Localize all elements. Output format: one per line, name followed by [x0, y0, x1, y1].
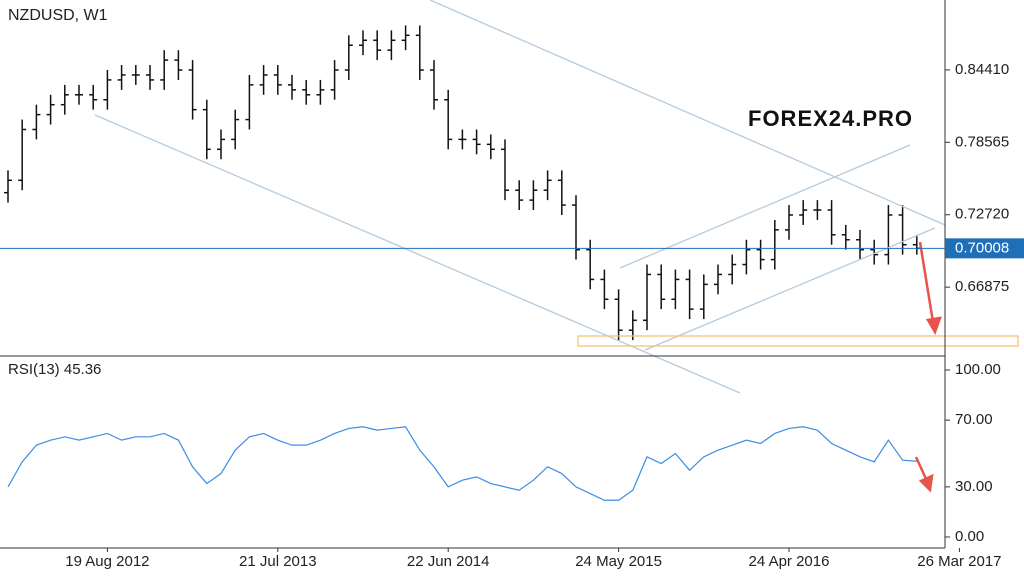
indicator-label: RSI(13) 45.36 — [8, 361, 101, 378]
y-tick-label: 0.72720 — [955, 206, 1009, 223]
current-price-box — [945, 238, 1024, 259]
y-tick-label: 0.66875 — [955, 278, 1009, 295]
arrow-head — [926, 316, 942, 335]
y-tick-label: 100.00 — [955, 361, 1001, 378]
y-tick-label: 0.00 — [955, 528, 984, 545]
rsi-line — [7, 426, 917, 501]
y-tick-label: 70.00 — [955, 411, 993, 428]
trendline — [94, 114, 741, 394]
x-tick-label: 24 May 2015 — [575, 553, 662, 570]
x-tick-label: 21 Jul 2013 — [239, 553, 317, 570]
indicator-value: 45.36 — [64, 361, 102, 378]
chart-title: NZDUSD, W1 — [8, 7, 108, 24]
arrow — [914, 456, 929, 482]
watermark: FOREX24.PRO — [748, 106, 913, 131]
trendline — [429, 0, 946, 226]
target-zone — [577, 335, 1019, 347]
arrow — [918, 241, 935, 323]
frame — [0, 0, 946, 549]
x-tick-label: 22 Jun 2014 — [407, 553, 490, 570]
x-tick-label: 26 Mar 2017 — [917, 553, 1001, 570]
arrow-head — [918, 473, 934, 493]
x-tick-label: 19 Aug 2012 — [65, 553, 149, 570]
y-tick-label: 30.00 — [955, 478, 993, 495]
x-tick-label: 24 Apr 2016 — [749, 553, 830, 570]
arrows — [914, 241, 942, 493]
y-tick-label: 0.78565 — [955, 133, 1009, 150]
y-tick-label: 0.84410 — [955, 61, 1009, 78]
current-price-label: 0.70008 — [955, 239, 1009, 256]
trendline — [619, 144, 911, 269]
indicator-name: RSI(13) — [8, 361, 60, 378]
trendlines — [94, 0, 946, 394]
